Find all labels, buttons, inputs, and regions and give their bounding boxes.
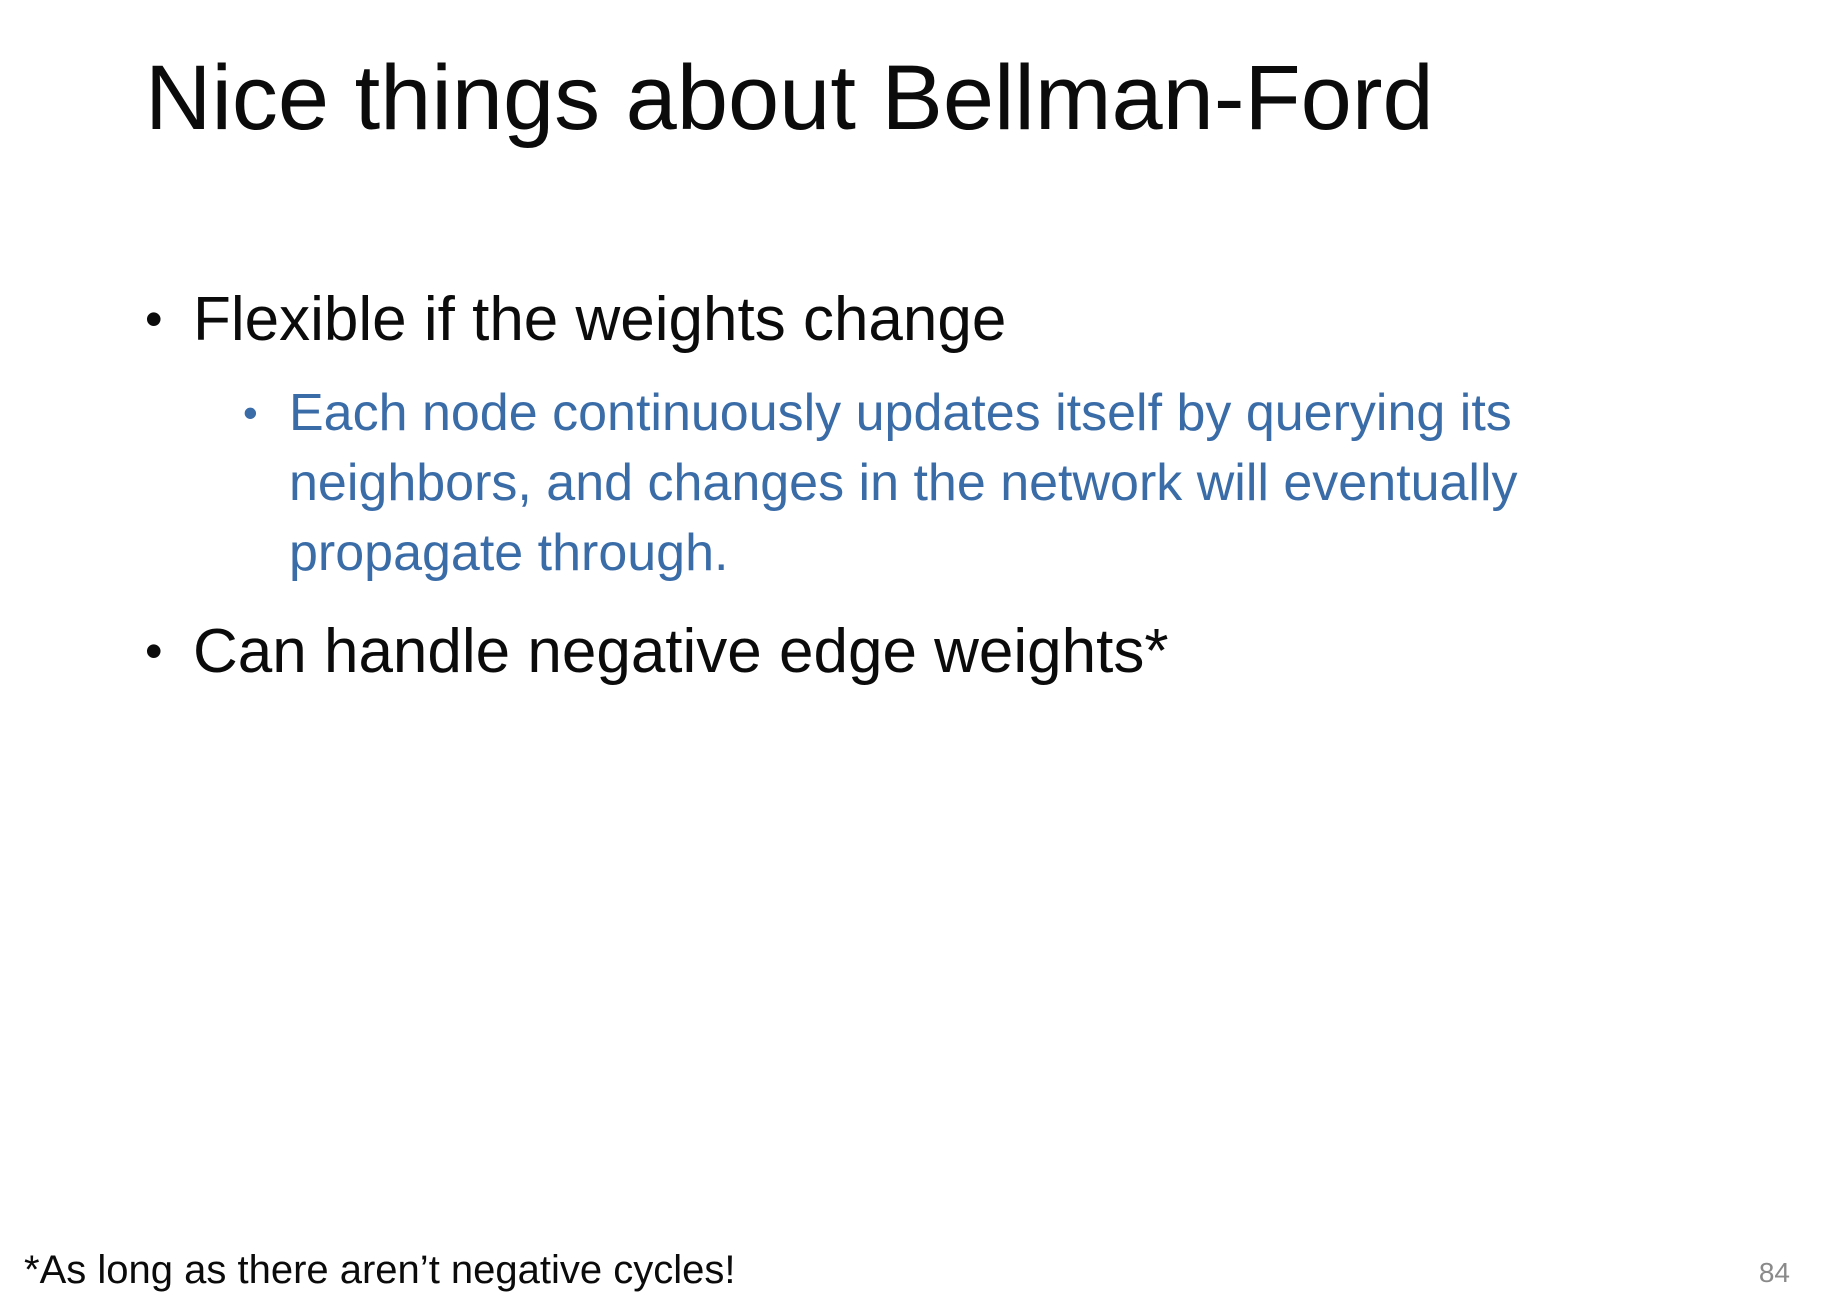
bullet-dot-icon: • [145, 291, 163, 347]
sub-bullet-item: • Each node continuously updates itself … [243, 378, 1733, 588]
bullet-text: Flexible if the weights change [193, 285, 1007, 354]
bullet-text: Can handle negative edge weights* [193, 617, 1169, 686]
page-number: 84 [1758, 1257, 1790, 1288]
footnote: *As long as there aren’t negative cycles… [24, 1248, 736, 1292]
sub-bullet-dot-icon: • [243, 389, 258, 436]
sub-bullet-text: Each node continuously updates itself by… [289, 384, 1518, 582]
slide-title: Nice things about Bellman-Ford [145, 47, 1434, 149]
bullet-item-flexible: • Flexible if the weights change [145, 284, 1006, 355]
bullet-item-negative-weights: • Can handle negative edge weights* [145, 616, 1169, 687]
bullet-dot-icon: • [145, 623, 163, 679]
